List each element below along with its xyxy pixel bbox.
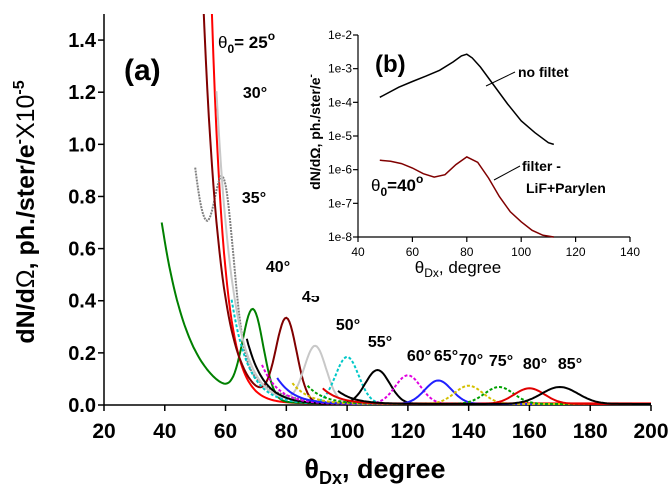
series-line-12 xyxy=(337,385,651,405)
inset-y-tick-label: 1e-2 xyxy=(328,28,352,42)
panel-label-b: (b) xyxy=(375,51,406,78)
inset-x-axis-label: θDx, degree xyxy=(415,258,502,280)
x-label-tail: , degree xyxy=(342,454,446,484)
series-label-25: θ0= 25o xyxy=(218,29,275,56)
inset-y-tick-label: 1e-8 xyxy=(328,230,352,244)
x-label-symbol: θ xyxy=(304,454,319,484)
y-label-part: , ph./ster/e xyxy=(12,144,40,269)
y-tick-label: 1.4 xyxy=(68,30,97,52)
theta-symbol: θ xyxy=(218,33,227,52)
annotation-symbol: θ xyxy=(371,176,380,195)
series-label-9: 70° xyxy=(459,352,483,369)
curves xyxy=(160,14,651,405)
x-tick-label: 180 xyxy=(573,420,608,443)
inset-y-axis-label: dN/dΩ, ph./ster/e- xyxy=(306,74,323,190)
x-tick-label: 120 xyxy=(390,420,425,443)
main-plot: 20 40 60 80 100 120 140 160 180 200 0.0 0.2 0.4 0.6 0.… xyxy=(11,14,669,487)
inset-y-tick-label: 1e-7 xyxy=(328,196,352,210)
inset-y-tick-label: 1e-3 xyxy=(328,62,352,76)
y-label-omega: Ω xyxy=(12,269,40,288)
inset-annotation: θ0=40o xyxy=(371,172,423,199)
x-tick-label: 100 xyxy=(330,420,365,443)
y-label-superscript: - xyxy=(11,139,28,144)
series-line-9 xyxy=(291,382,651,405)
y-tick-label: 0.8 xyxy=(68,186,96,208)
x-tick-label: 160 xyxy=(512,420,547,443)
x-tick-label: 40 xyxy=(153,420,176,443)
annotation-degree: o xyxy=(416,172,423,186)
degree-mark: o xyxy=(268,29,275,43)
inset-x-tick-label: 140 xyxy=(620,245,640,259)
series-label-11: 80° xyxy=(523,356,547,373)
x-tick-label: 60 xyxy=(214,420,237,443)
inset-label-no-filter: no filtet xyxy=(518,64,569,80)
series-label-12: 85° xyxy=(558,356,582,373)
inset-series-line-0 xyxy=(379,53,555,146)
inset-x-label-symbol: θ xyxy=(415,258,424,277)
annotation-subscript: 0 xyxy=(380,185,387,199)
inset-x-tick-label: 80 xyxy=(460,245,474,259)
inset-plot: 1e-8 1e-7 1e-6 1e-5 1e-4 1e-3 1e-2 40 60 80 100 120… xyxy=(306,14,645,296)
series-label-8: 65° xyxy=(434,348,458,365)
y-tick-label: 1.0 xyxy=(68,134,96,156)
theta-subscript: 0 xyxy=(227,42,234,56)
series-label-7: 60° xyxy=(407,348,431,365)
x-axis-label: θDx, degree xyxy=(304,454,445,487)
inset-y-tick-label: 1e-6 xyxy=(328,163,352,177)
inset-label-filter-1: filter - xyxy=(522,158,561,174)
x-label-subscript: Dx xyxy=(319,468,342,487)
y-axis-label: dN/dΩ, ph./ster/e-X10-5 xyxy=(11,80,40,343)
inset-x-label-subscript: Dx xyxy=(424,266,439,280)
x-tick-label: 80 xyxy=(275,420,298,443)
y-tick-label: 0.6 xyxy=(68,239,96,261)
inset-y-tick-label: 1e-4 xyxy=(328,95,352,109)
inset-x-tick-label: 100 xyxy=(511,245,531,259)
inset-y-tick-label: 1e-5 xyxy=(328,129,352,143)
y-label-part: X10 xyxy=(12,95,40,139)
inset-y-label-text: dN/dΩ, ph./ster/e xyxy=(307,77,323,190)
inset-x-label-tail: , degree xyxy=(439,258,501,277)
inset-label-filter-2: LiF+Parylen xyxy=(526,180,606,196)
y-tick-label: 0.2 xyxy=(68,343,96,365)
series-line-7 xyxy=(261,364,651,405)
series-label-3: 40° xyxy=(266,259,290,276)
series-label-6: 55° xyxy=(368,334,392,351)
series-label-10: 75° xyxy=(489,353,513,370)
y-tick-label: 0.4 xyxy=(68,291,97,313)
inset-x-tick-label: 60 xyxy=(406,245,420,259)
inset-pointer-no-filter xyxy=(485,71,516,87)
y-tick-label: 1.2 xyxy=(68,82,96,104)
inset-x-tick-label: 40 xyxy=(351,245,365,259)
theta-value: = 25 xyxy=(234,33,268,52)
inset-y-label-superscript: - xyxy=(306,74,317,77)
x-tick-label: 140 xyxy=(451,420,486,443)
y-label-part: dN/d xyxy=(12,288,40,344)
x-tick-label: 20 xyxy=(92,420,115,443)
panel-label-a: (a) xyxy=(124,54,161,87)
x-tick-label: 200 xyxy=(633,420,668,443)
series-label-5: 50° xyxy=(336,317,360,334)
annotation-value: =40 xyxy=(387,176,416,195)
y-label-superscript: -5 xyxy=(11,80,28,94)
inset-x-tick-label: 120 xyxy=(566,245,586,259)
series-label-1: 30° xyxy=(243,85,267,102)
series-label-2: 35° xyxy=(242,190,266,207)
inset-background xyxy=(310,14,645,296)
y-tick-label: 0.0 xyxy=(68,395,96,417)
inset-pointer-filter xyxy=(493,165,521,181)
inset-series-line-1 xyxy=(379,156,554,238)
